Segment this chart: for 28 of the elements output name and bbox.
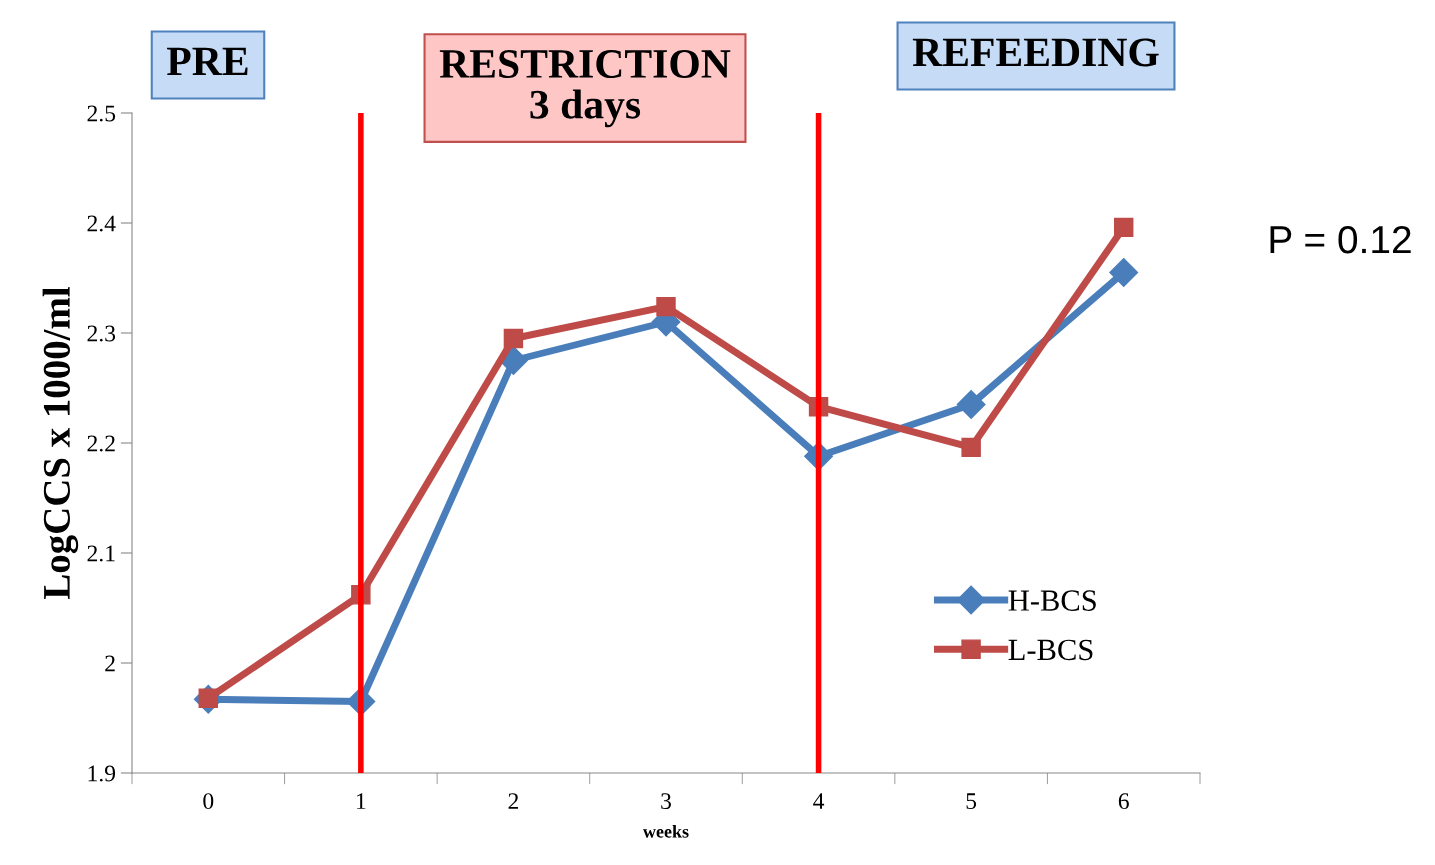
x-tick-label: 5 [966, 793, 977, 810]
text: REFEEDING [912, 38, 1159, 67]
y-tick-label: 2.2 [87, 435, 115, 452]
x-axis-title: weeks [642, 824, 689, 838]
y-tick-label: 2 [105, 655, 115, 672]
x-tick-label: 0 [203, 793, 214, 810]
y-tick-label: 2.4 [87, 215, 116, 232]
point [503, 328, 524, 349]
annotation: RESTRICTION 3 days [439, 50, 731, 128]
point [1109, 258, 1139, 287]
text: PRE [167, 47, 248, 76]
y-tick-label: 1.9 [88, 765, 116, 782]
legend-label: H-BCS [1008, 590, 1096, 611]
x-tick-label: 2 [508, 793, 519, 809]
x-tick-label: 3 [661, 793, 671, 810]
point [1113, 217, 1134, 238]
y-tick-label: 2.3 [87, 325, 116, 342]
text: P = 0.12 [1270, 225, 1411, 254]
point [656, 296, 676, 317]
y-tick-label: 2.1 [87, 545, 115, 562]
legend-label: L-BCS [1008, 639, 1093, 661]
x-tick-label: 6 [1118, 793, 1129, 810]
x-tick-label: 4 [813, 793, 825, 809]
x-tick-label: 1 [357, 793, 366, 809]
y-axis-title: LogCCS x 1000/ml [42, 287, 79, 599]
y-tick-label: 2.5 [87, 105, 116, 122]
point [956, 390, 986, 419]
point [961, 437, 981, 458]
